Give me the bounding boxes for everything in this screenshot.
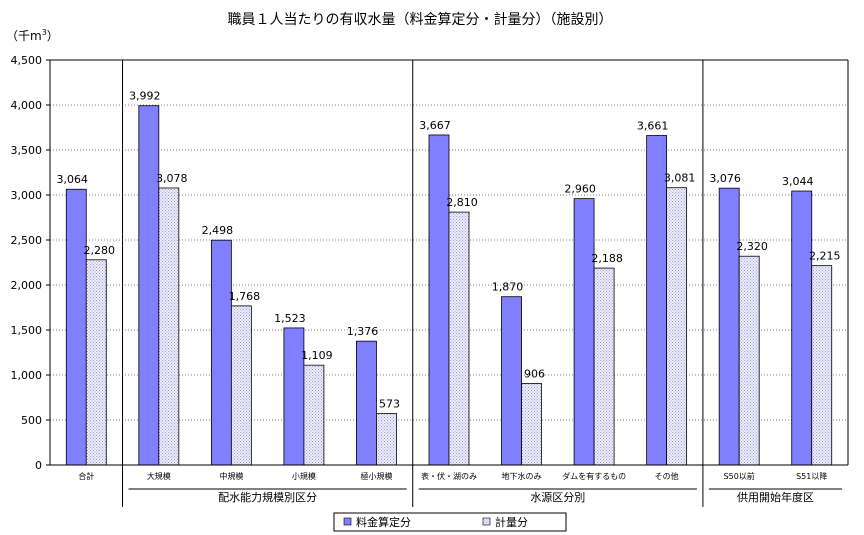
group-label: 水源区分別	[530, 490, 585, 504]
data-label-series-1: 2,960	[564, 183, 596, 196]
data-label-series-2: 1,109	[301, 349, 333, 362]
bar-series-1	[356, 340, 377, 466]
data-label-series-2: 2,280	[84, 244, 116, 257]
category-label: 中規模	[219, 471, 243, 481]
category-label: 合計	[78, 471, 94, 481]
y-tick-label: 1,500	[11, 324, 43, 337]
bar-series-2	[666, 187, 688, 466]
y-tick-label: 0	[35, 459, 42, 472]
category-label: 表・伏・湖のみ	[421, 471, 477, 481]
y-tick-label: 500	[21, 414, 42, 427]
bar-series-2	[85, 259, 107, 466]
bar-series-2	[158, 187, 180, 466]
data-label-series-1: 3,044	[782, 175, 814, 188]
bar-series-1	[501, 296, 522, 466]
category-label: 大規模	[147, 471, 171, 481]
y-unit-superscript: 3	[42, 28, 47, 37]
y-tick-label: 2,000	[11, 279, 43, 292]
bar-series-2	[593, 267, 615, 466]
category-label: 小規模	[292, 471, 316, 481]
group-label: 配水能力規模別区分	[218, 490, 317, 504]
category-label: その他	[655, 471, 679, 481]
bar-series-1	[791, 190, 813, 466]
data-label-series-1: 1,870	[492, 281, 524, 294]
legend-label-series-2: 計量分	[495, 515, 528, 529]
data-label-series-1: 3,661	[637, 120, 669, 133]
group-label: 供用開始年度区	[737, 490, 814, 504]
y-tick-label: 4,500	[11, 54, 43, 67]
y-tick-label: 4,000	[11, 99, 43, 112]
bar-series-1	[210, 239, 232, 466]
data-label-series-1: 3,667	[419, 119, 451, 132]
legend-label-series-1: 料金算定分	[356, 515, 411, 529]
bar-series-1	[718, 187, 740, 466]
y-unit-label: （千m3）	[6, 28, 59, 43]
data-label-series-1: 3,076	[709, 172, 741, 185]
data-label-series-2: 2,188	[591, 252, 623, 265]
y-tick-label: 3,000	[11, 189, 43, 202]
data-label-series-2: 3,081	[664, 172, 696, 185]
chart-title: 職員１人当たりの有収水量（料金算定分・計量分）（施設別）	[228, 12, 613, 28]
y-tick-label: 1,000	[11, 369, 43, 382]
bar-series-2	[448, 211, 470, 466]
data-label-series-1: 2,498	[202, 224, 234, 237]
bar-series-2	[811, 265, 833, 466]
data-labels: 3,064 2,280 3,992 3,078 2,498 1,768 1,523 1,109…	[57, 90, 841, 411]
data-label-series-1: 3,064	[57, 173, 89, 186]
data-label-series-2: 1,768	[229, 290, 261, 303]
y-tick-label: 2,500	[11, 234, 43, 247]
bar-series-1	[65, 188, 87, 466]
group-labels: 配水能力規模別区分 水源区分別 供用開始年度区	[128, 488, 842, 504]
data-label-series-2: 906	[524, 367, 545, 380]
legend: 料金算定分 計量分	[333, 512, 567, 532]
data-label-series-1: 1,523	[274, 312, 306, 325]
legend-swatch-series-1	[343, 517, 352, 526]
bar-series-2	[376, 413, 397, 466]
category-label: S50以前	[724, 471, 755, 481]
y-tick-label: 3,500	[11, 144, 43, 157]
bar-series-1	[138, 105, 160, 466]
legend-swatch-series-2	[482, 517, 491, 526]
category-label: ダムを有するもの	[562, 471, 626, 481]
plot-frame	[49, 59, 849, 507]
bars	[65, 105, 833, 466]
data-label-series-2: 3,078	[156, 172, 188, 185]
category-labels: 合計 大規模 中規模 小規模 極小規模 表・伏・湖のみ 地下水のみ ダムを有するもの その他 S5…	[78, 471, 827, 481]
data-label-series-2: 2,320	[736, 240, 768, 253]
data-label-series-1: 1,376	[347, 325, 379, 338]
category-label: S51以降	[796, 471, 827, 481]
bar-series-2	[738, 255, 760, 466]
data-label-series-2: 573	[379, 397, 400, 410]
bar-series-1	[646, 135, 668, 466]
bar-series-1	[428, 134, 450, 466]
category-label: 極小規模	[360, 471, 392, 481]
data-label-series-2: 2,810	[446, 196, 478, 209]
bar-series-1	[573, 198, 595, 466]
bar-series-2	[230, 305, 252, 466]
y-unit-close: ）	[47, 29, 59, 43]
data-label-series-1: 3,992	[129, 90, 161, 103]
legend-box	[333, 512, 567, 532]
bar-series-2	[521, 383, 542, 466]
category-label: 地下水のみ	[502, 471, 542, 481]
data-label-series-2: 2,215	[809, 250, 841, 263]
y-axis-ticks: 0 500 1,000 1,500 2,000 2,500 3,000 3,500 4,000 4…	[11, 54, 50, 472]
bar-series-2	[303, 364, 325, 466]
